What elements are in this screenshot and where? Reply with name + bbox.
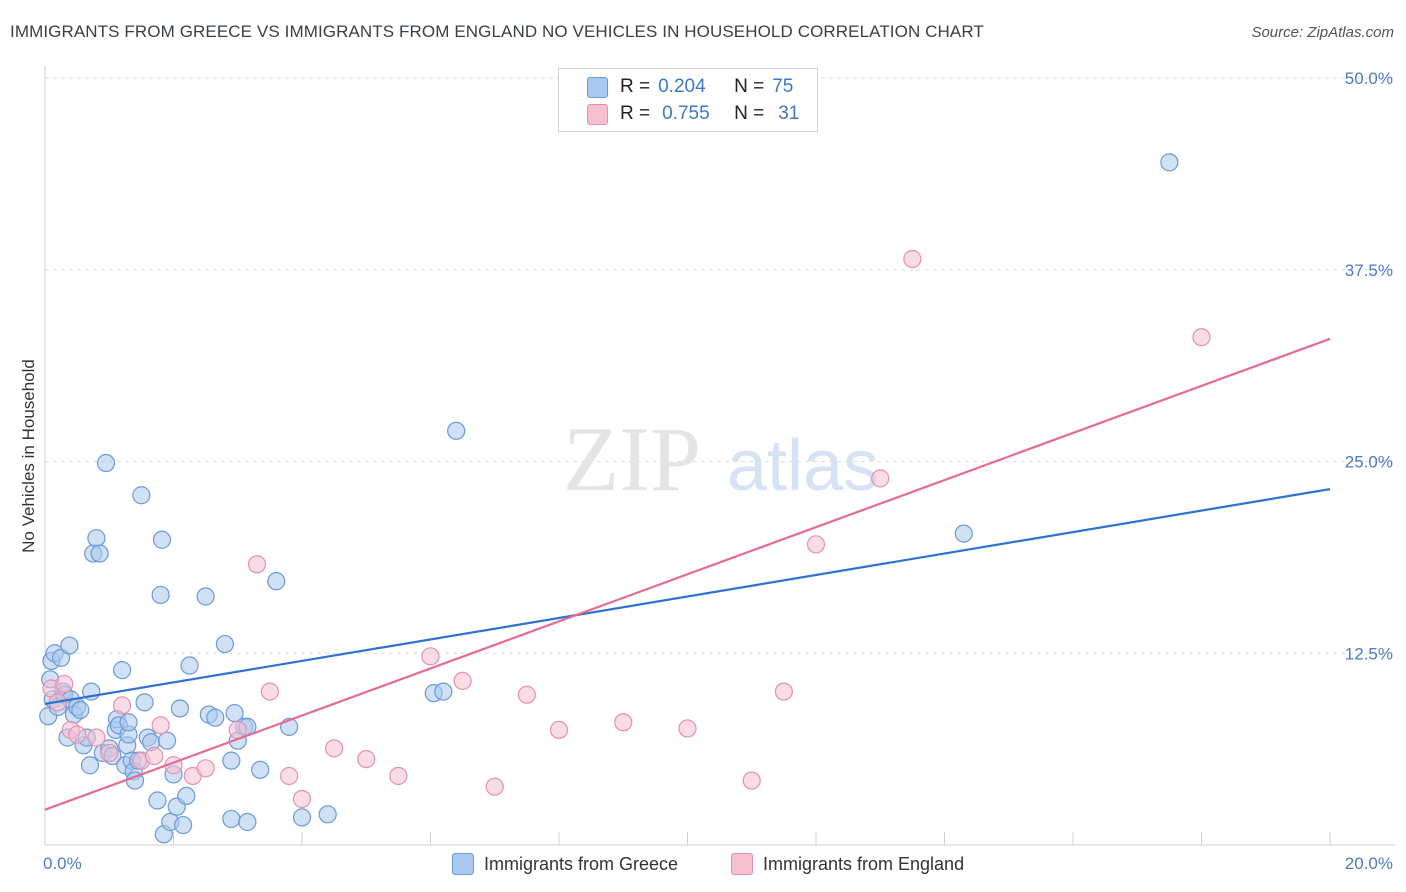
point-england — [325, 739, 344, 758]
point-greece — [318, 805, 337, 824]
bottom-legend-swatch-england — [731, 853, 753, 875]
legend-greece-n-label: N = — [734, 76, 765, 97]
point-greece — [954, 524, 973, 543]
y-tick-label: 12.5% — [1345, 644, 1393, 663]
point-england — [55, 674, 74, 694]
legend-greece-r-value: 0.204 — [658, 76, 706, 97]
point-greece — [447, 421, 466, 440]
point-england — [100, 743, 119, 763]
point-greece — [267, 572, 286, 591]
point-greece — [119, 713, 138, 732]
point-england — [903, 249, 922, 269]
point-england — [678, 719, 697, 738]
point-greece — [1160, 153, 1179, 172]
point-greece — [238, 812, 257, 832]
point-england — [151, 716, 170, 735]
source-label: Source: ZipAtlas.com — [1251, 24, 1394, 41]
bottom-legend-swatch-greece — [452, 853, 474, 875]
point-greece — [170, 699, 190, 718]
point-england — [357, 749, 376, 769]
point-greece — [434, 682, 453, 701]
point-england — [292, 789, 312, 809]
point-england — [614, 713, 633, 732]
point-greece — [152, 530, 172, 549]
legend-england-r-label: R = — [620, 103, 651, 124]
x-tick-label: 0.0% — [43, 854, 82, 873]
point-england — [517, 685, 536, 704]
stats-legend: R = 0.204 N = 75 R = 0.755 N = 31 — [558, 68, 818, 132]
point-england — [485, 777, 504, 796]
point-england — [871, 469, 890, 488]
point-greece — [180, 656, 199, 675]
point-england — [145, 746, 164, 766]
bottom-legend-label-england: Immigrants from England — [763, 853, 965, 874]
legend-england-r-value: 0.755 — [662, 103, 710, 124]
point-greece — [222, 809, 241, 829]
point-england — [742, 771, 761, 790]
trend-line-england — [44, 337, 1331, 811]
point-greece — [96, 453, 116, 473]
trend-lines — [44, 337, 1331, 811]
point-greece — [71, 700, 90, 720]
point-england — [260, 682, 279, 701]
bottom-legend-label-greece: Immigrants from Greece — [484, 853, 679, 874]
watermark-zip: ZIP — [563, 408, 701, 510]
y-tick-label: 37.5% — [1345, 261, 1393, 280]
point-england — [549, 720, 569, 740]
point-greece — [251, 760, 270, 779]
point-england — [196, 759, 215, 778]
point-greece — [151, 585, 170, 605]
watermark: ZIP atlas — [563, 408, 879, 510]
point-greece — [87, 529, 106, 548]
y-tick-label: 50.0% — [1345, 69, 1393, 88]
point-england — [806, 535, 826, 554]
point-england — [1192, 328, 1211, 347]
point-greece — [292, 808, 312, 827]
legend-swatch-england — [587, 103, 608, 125]
point-england — [421, 647, 440, 666]
legend-greece-r-label: R = — [620, 76, 651, 97]
gridlines — [45, 77, 1395, 654]
point-greece — [112, 661, 132, 680]
bottom-legend-england: Immigrants from England — [731, 850, 964, 878]
point-greece — [148, 791, 167, 810]
point-england — [774, 682, 793, 701]
legend-row-greece: R = 0.204 N = 75 — [587, 75, 793, 99]
y-axis-label: No Vehicles in Household — [19, 359, 38, 553]
bottom-legend-greece: Immigrants from Greece — [452, 850, 678, 878]
point-greece — [60, 636, 79, 655]
point-england — [112, 696, 132, 715]
point-greece — [206, 708, 225, 727]
point-greece — [222, 751, 241, 770]
point-england — [247, 555, 267, 574]
point-england — [453, 671, 472, 690]
point-greece — [174, 815, 193, 835]
point-greece — [215, 634, 234, 654]
point-greece — [177, 786, 196, 806]
y-tick-label: 25.0% — [1345, 453, 1393, 472]
tick-labels: 12.5% 25.0% 37.5% 50.0% 0.0% 20.0% — [43, 69, 1393, 873]
watermark-atlas: atlas — [727, 426, 879, 506]
point-greece — [135, 693, 154, 712]
point-england — [280, 766, 299, 786]
point-england — [389, 766, 408, 786]
point-england — [87, 728, 106, 747]
point-greece — [90, 544, 109, 563]
point-england — [68, 725, 87, 744]
legend-swatch-greece — [587, 76, 608, 98]
legend-row-england: R = 0.755 N = 31 — [587, 102, 799, 126]
legend-england-n-label: N = — [734, 103, 765, 124]
legend-england-n-value: 31 — [778, 103, 800, 124]
point-greece — [157, 731, 177, 750]
legend-greece-n-value: 75 — [772, 76, 794, 97]
point-greece — [132, 486, 151, 505]
point-greece — [80, 756, 100, 775]
x-tick-label: 20.0% — [1345, 854, 1393, 873]
trend-line-greece — [44, 488, 1331, 705]
chart-title: IMMIGRANTS FROM GREECE VS IMMIGRANTS FRO… — [10, 22, 984, 41]
point-greece — [196, 587, 215, 606]
